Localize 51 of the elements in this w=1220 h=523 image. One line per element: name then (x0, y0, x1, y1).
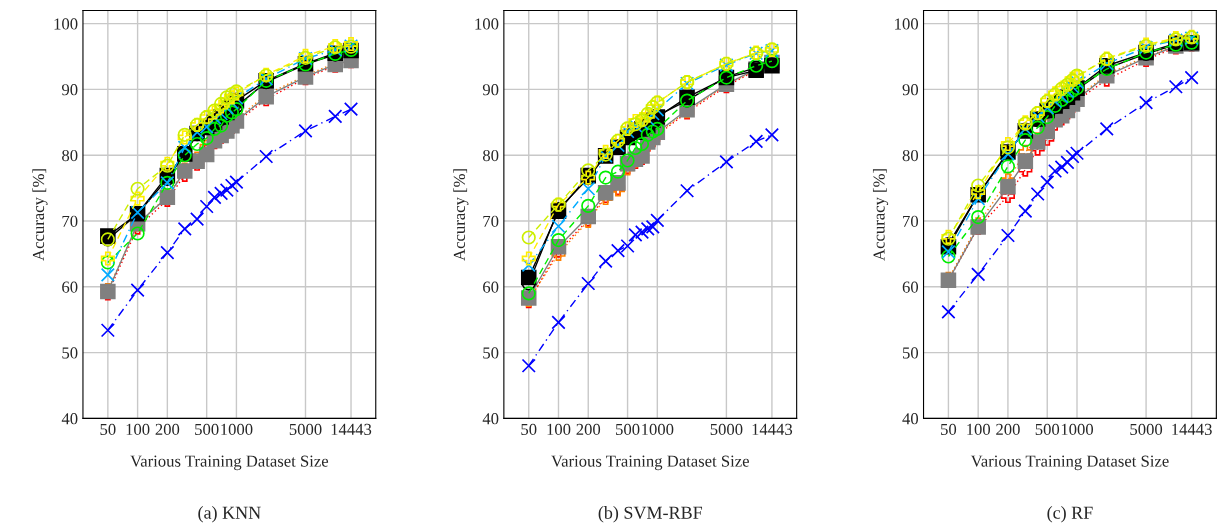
text: (b) SVM-RBF (598, 506, 703, 523)
x-tick-label: 5000 (1130, 423, 1163, 435)
x-tick-label: 100 (547, 423, 571, 435)
x-tick-label: 14443 (1172, 423, 1212, 435)
x-tick-label: 14443 (331, 423, 372, 435)
x-tick-label: 50 (941, 423, 957, 435)
y-tick-label: 50 (902, 347, 919, 359)
y-tick-label: 70 (483, 215, 499, 227)
x-tick-label: 100 (126, 423, 150, 435)
y-tick-label: 100 (475, 18, 499, 30)
x-axis-title: Various Training Dataset Size (970, 455, 1169, 471)
y-axis-title: Accuracy [%] (872, 169, 889, 261)
y-tick-label: 70 (903, 215, 919, 227)
y-tick-label: 60 (902, 281, 919, 293)
y-tick-label: 90 (482, 84, 499, 96)
y-tick-label: 100 (895, 18, 919, 30)
x-tick-label: 5000 (710, 423, 743, 435)
x-tick-label: 500 (195, 423, 219, 435)
x-tick-label: 1000 (642, 423, 674, 435)
x-tick-label: 50 (521, 423, 537, 435)
text: (a) KNN (198, 506, 261, 523)
y-tick-label: 100 (54, 18, 78, 30)
x-tick-label: 50 (100, 423, 116, 435)
y-tick-label: 40 (902, 413, 919, 425)
y-tick-label: 40 (482, 413, 499, 425)
x-tick-label: 5000 (289, 423, 322, 435)
y-tick-label: 90 (902, 84, 919, 96)
x-tick-label: 200 (996, 423, 1020, 435)
y-axis-title: Accuracy [%] (453, 169, 469, 261)
y-tick-label: 80 (482, 149, 499, 162)
y-tick-label: 80 (62, 149, 78, 162)
x-tick-label: 14443 (752, 423, 793, 435)
x-tick-label: 200 (576, 423, 601, 435)
x-axis-title: Various Training Dataset Size (130, 455, 329, 471)
y-tick-label: 60 (483, 281, 499, 293)
y-axis-title: Accuracy [%] (32, 169, 48, 261)
x-axis-title: Various Training Dataset Size (551, 455, 749, 471)
x-tick-label: 200 (155, 423, 180, 435)
y-tick-label: 80 (902, 149, 919, 162)
y-tick-label: 40 (61, 413, 78, 425)
y-tick-label: 70 (62, 215, 78, 227)
x-tick-label: 1000 (1061, 423, 1094, 435)
y-tick-label: 90 (61, 84, 78, 96)
x-tick-label: 500 (1035, 423, 1060, 435)
x-tick-label: 100 (967, 423, 991, 435)
y-tick-label: 50 (483, 347, 499, 359)
text: (c) RF (1047, 506, 1093, 523)
x-tick-label: 500 (616, 423, 640, 435)
x-tick-label: 1000 (221, 423, 253, 435)
y-tick-label: 60 (62, 281, 78, 293)
y-tick-label: 50 (62, 347, 78, 359)
